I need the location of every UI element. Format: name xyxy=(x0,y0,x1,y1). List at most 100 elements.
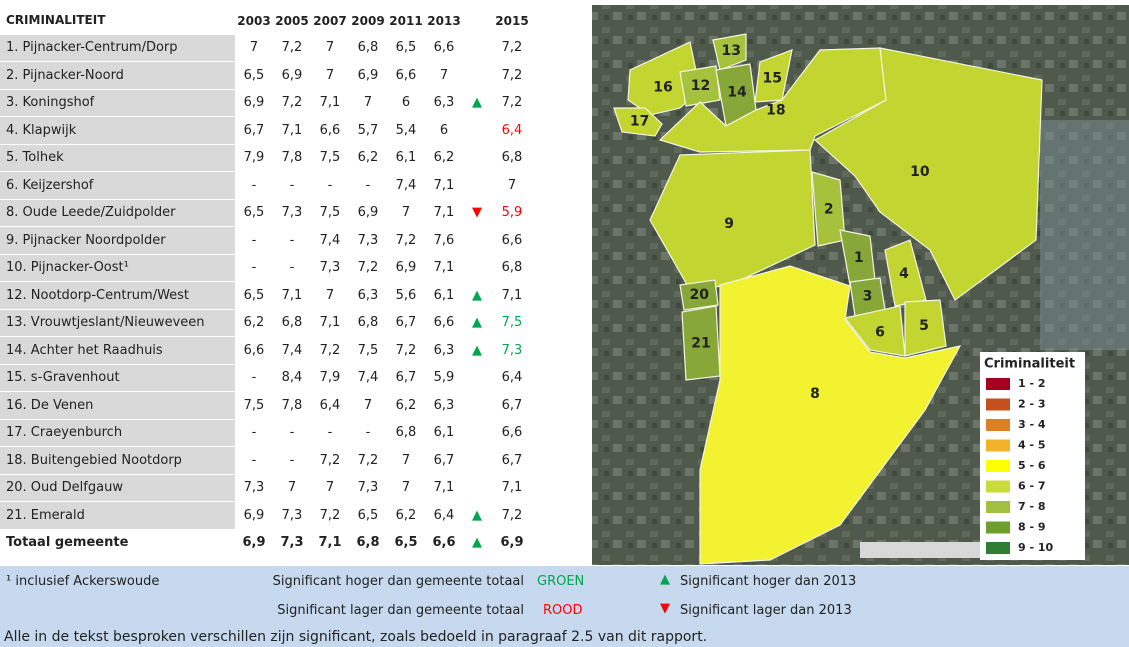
area-name: 3. Koningshof xyxy=(0,89,235,117)
score-cell: 6,9 xyxy=(357,205,379,221)
score-cell: 6,9 xyxy=(243,507,265,523)
score-cell: 7,9 xyxy=(243,150,265,166)
map-area xyxy=(904,299,947,357)
legend-text: Significant hoger dan 2013 xyxy=(680,574,857,589)
trend-cell xyxy=(463,364,491,392)
table-row: 4. Klapwijk 6,7 7,1 6,6 5,7 5,4 6 6,4 xyxy=(0,116,533,145)
score-cell: 7 xyxy=(401,205,411,221)
legend-symbol: ▲ xyxy=(660,572,670,587)
area-name: 8. Oude Leede/Zuidpolder xyxy=(0,199,235,227)
score-cell: 6,7 xyxy=(395,315,417,331)
area-label: 14 xyxy=(727,85,747,101)
score-cell: 6 xyxy=(401,95,411,111)
score-cell: 7,1 xyxy=(319,95,341,111)
area-label: 4 xyxy=(899,266,909,282)
greenhouses xyxy=(1040,120,1129,350)
area-name: 15. s-Gravenhout xyxy=(0,364,235,392)
score-cell: 7,1 xyxy=(318,535,342,551)
score-cell: 7,1 xyxy=(319,315,341,331)
map-area xyxy=(712,33,747,71)
score-cell: 6,7 xyxy=(243,122,265,138)
score-cell: 6,3 xyxy=(357,287,379,303)
score-cell: - xyxy=(251,177,257,193)
area-label: 20 xyxy=(690,287,710,303)
score-cell: 5,4 xyxy=(395,122,417,138)
score-cell: 6,8 xyxy=(395,425,417,441)
header-cell: CRIMINALITEIT xyxy=(0,7,235,35)
table-row: 17. Craeyenburch - - - -6,8 6,1 6,6 xyxy=(0,419,533,447)
score-cell: 7,2 xyxy=(395,232,417,248)
area-label: 12 xyxy=(691,78,710,94)
footer-text: Alle in de tekst besproken verschillen z… xyxy=(4,629,708,645)
area-label: 18 xyxy=(766,102,785,118)
table-row: 12. Nootdorp-Centrum/West 6,5 7,1 7 6,3 5,6 6,… xyxy=(0,281,533,310)
area-label: 16 xyxy=(653,80,672,96)
legend-label: 3 - 4 xyxy=(1018,418,1046,431)
table-row: 18. Buitengebied Nootdorp - -7,2 7,2 7 6,7 6,7 xyxy=(0,446,533,475)
score-cell: 7 xyxy=(325,40,335,56)
map-area xyxy=(613,107,663,137)
score-cell: 7,4 xyxy=(357,370,379,386)
score-cell: 7,6 xyxy=(433,232,455,248)
area-name: 14. Achter het Raadhuis xyxy=(0,336,235,365)
legend-text: Significant lager dan gemeente totaal xyxy=(277,603,524,618)
score-cell: 6,6 xyxy=(432,535,456,551)
table-row: 10. Pijnacker-Oost¹ - -7,3 7,2 6,9 7,1 6,8 xyxy=(0,254,533,282)
trend-cell xyxy=(463,392,491,420)
table-row: 1. Pijnacker-Centrum/Dorp 7 7,2 7 6,8 6,5 6,6 7… xyxy=(0,34,533,62)
area-name: 4. Klapwijk xyxy=(0,116,235,145)
score-cell: 7 xyxy=(363,95,373,111)
table-row: 6. Keijzershof - - - -7,4 7,1 7 xyxy=(0,171,533,200)
map-strip xyxy=(860,542,980,558)
score-cell: 6,2 xyxy=(395,397,417,413)
trend-cell xyxy=(463,144,491,172)
score-cell: 6,5 xyxy=(394,535,418,551)
table-row: Totaal gemeente 6,9 7,3 7,1 6,8 6,5 6,6 ▲ 6,9 xyxy=(0,529,533,557)
score-cell: 6,5 xyxy=(243,205,265,221)
header-cell: 2009 xyxy=(349,7,387,34)
score-cell: 6,1 xyxy=(395,150,417,166)
score-cell: 6,5 xyxy=(243,67,265,83)
map-area xyxy=(627,41,701,116)
score-cell: 6,6 xyxy=(395,67,417,83)
score-cell: 6,9 xyxy=(242,535,266,551)
area-label: 9 xyxy=(724,216,734,232)
trend-cell: ▲ xyxy=(472,342,482,358)
score-cell: 7,2 xyxy=(501,67,523,83)
table-row: 14. Achter het Raadhuis 6,6 7,4 7,2 7,5 7,2 6,… xyxy=(0,336,533,365)
area-name: 18. Buitengebied Nootdorp xyxy=(0,446,235,475)
score-cell: - xyxy=(289,452,295,468)
legend-swatch xyxy=(986,542,1010,554)
score-cell: 6,8 xyxy=(501,260,523,276)
score-cell: 6,6 xyxy=(501,425,523,441)
table-row: 20. Oud Delfgauw 7,3 7 7 7,3 7 7,1 7,1 xyxy=(0,474,533,502)
score-cell: 7,5 xyxy=(501,315,523,331)
area-label: 5 xyxy=(919,318,929,334)
table-row: 16. De Venen 7,5 7,8 6,4 7 6,2 6,3 6,7 xyxy=(0,391,533,420)
score-cell: 7,1 xyxy=(501,287,523,303)
score-cell: 6,6 xyxy=(433,40,455,56)
score-cell: 6,6 xyxy=(433,315,455,331)
score-cell: - xyxy=(327,177,333,193)
score-cell: 7,4 xyxy=(395,177,417,193)
score-cell: 6,7 xyxy=(395,370,417,386)
score-cell: 6,8 xyxy=(356,535,380,551)
score-cell: 7,2 xyxy=(395,342,417,358)
area-name: 9. Pijnacker Noordpolder xyxy=(0,226,235,255)
score-cell: 7,3 xyxy=(243,480,265,496)
score-cell: 7,2 xyxy=(501,95,523,111)
score-cell: 7,8 xyxy=(281,150,303,166)
score-cell: - xyxy=(289,425,295,441)
header-row: CRIMINALITEIT 2003 2005 2007 2009 2011 2013 201… xyxy=(0,7,533,35)
legend-word: ROOD xyxy=(543,603,583,618)
score-cell: 7,2 xyxy=(281,95,303,111)
score-cell: 7,4 xyxy=(281,342,303,358)
legend-title: Criminaliteit xyxy=(984,357,1075,372)
criminality-table: CRIMINALITEIT 2003 2005 2007 2009 2011 2013 201… xyxy=(0,7,533,557)
trend-cell: ▲ xyxy=(472,535,482,551)
score-cell: 7,8 xyxy=(281,397,303,413)
legend-label: 6 - 7 xyxy=(1018,480,1046,493)
legend-swatch xyxy=(986,439,1010,452)
score-cell: 6,2 xyxy=(357,150,379,166)
score-cell: 6,5 xyxy=(395,40,417,56)
